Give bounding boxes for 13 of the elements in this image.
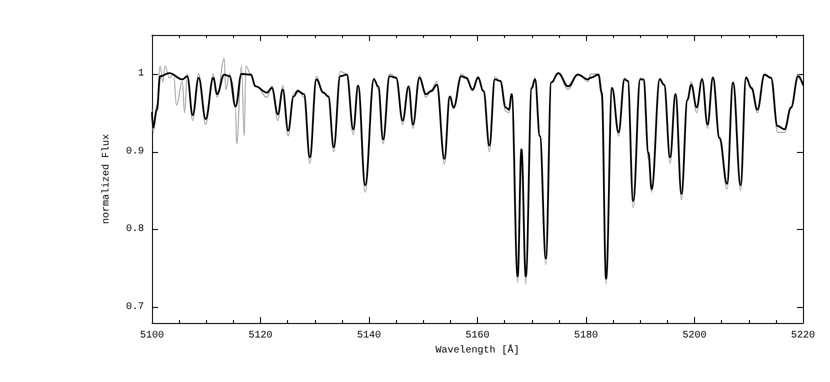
x-tick-label: 5100 [140,330,164,342]
x-tick-label: 5140 [356,330,382,342]
y-tick-label: 0.8 [126,224,144,236]
x-tick-label: 5220 [790,330,816,342]
x-axis-title: Wavelength [Å] [435,344,520,356]
x-tick-label: 5160 [465,330,490,342]
x-tick-label: 5120 [248,330,273,342]
x-tick-label: 5200 [682,330,707,342]
y-tick-label: 1 [138,68,144,80]
y-axis-title: normalized Flux [100,134,112,224]
x-tick-label: 5180 [574,330,598,342]
y-tick-label: 0.7 [126,302,144,313]
y-tick-label: 0.9 [126,146,144,158]
